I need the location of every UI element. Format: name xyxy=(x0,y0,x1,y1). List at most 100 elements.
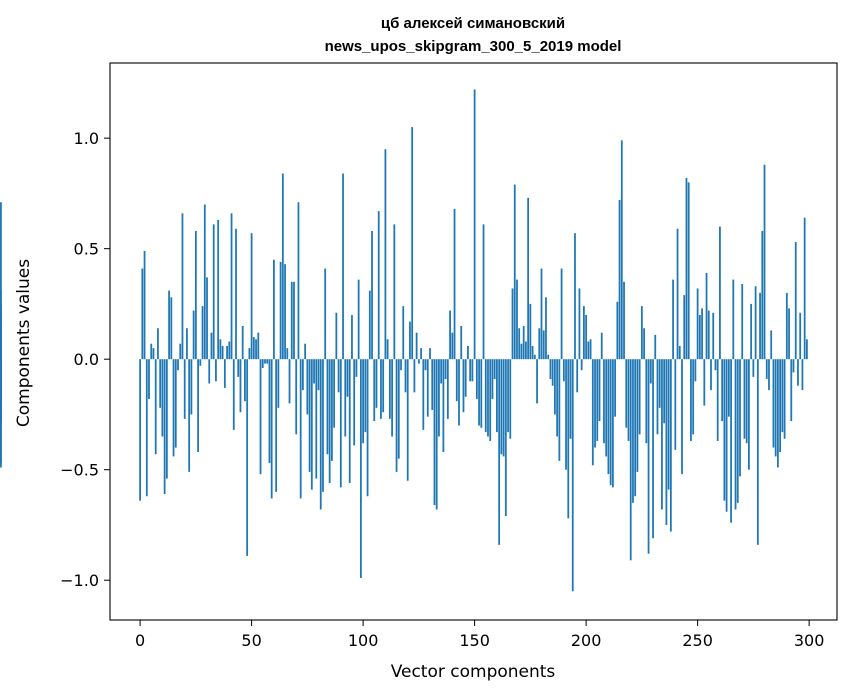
bar xyxy=(794,242,797,360)
bar xyxy=(203,204,206,360)
y-tick-label: −1.0 xyxy=(60,571,99,590)
bar xyxy=(616,301,619,360)
bar xyxy=(634,359,637,497)
bar xyxy=(663,359,666,424)
bar xyxy=(295,359,298,435)
bar xyxy=(444,359,447,380)
bar xyxy=(487,359,489,437)
bar xyxy=(366,359,369,497)
bar xyxy=(705,272,708,360)
bar xyxy=(654,334,657,360)
bar xyxy=(712,312,715,360)
bar xyxy=(783,359,786,439)
bar xyxy=(190,359,193,415)
bar xyxy=(337,359,340,393)
bar xyxy=(279,261,282,360)
bar xyxy=(221,345,224,360)
bar xyxy=(388,359,391,419)
y-axis-ticks: −1.0 −0.5 0.0 0.5 1.0 xyxy=(60,129,110,590)
bar xyxy=(255,339,257,360)
bar xyxy=(522,326,525,360)
bar xyxy=(676,228,679,360)
bar xyxy=(440,359,443,384)
bar xyxy=(206,277,208,360)
bar xyxy=(554,359,556,415)
bar xyxy=(299,359,302,499)
bar xyxy=(152,348,155,360)
bar xyxy=(375,359,378,408)
bar xyxy=(150,343,153,360)
bar xyxy=(357,279,360,360)
bar xyxy=(806,339,808,360)
bar xyxy=(696,288,699,360)
bar xyxy=(471,359,474,382)
bar xyxy=(310,359,313,490)
bar xyxy=(226,345,228,360)
bar xyxy=(589,339,592,360)
bar xyxy=(502,359,505,457)
bar xyxy=(143,250,146,360)
bar xyxy=(467,345,469,360)
bar xyxy=(165,359,168,479)
bar xyxy=(647,359,650,554)
bar xyxy=(632,359,634,503)
bar xyxy=(315,359,318,479)
bar xyxy=(424,359,427,371)
bar xyxy=(518,328,521,360)
bar xyxy=(754,286,757,360)
bar xyxy=(683,295,686,360)
bar xyxy=(618,200,621,360)
x-tick-label: 0 xyxy=(135,631,145,650)
bar xyxy=(328,359,331,483)
bar xyxy=(687,182,690,360)
bar xyxy=(368,290,371,360)
x-tick-label: 200 xyxy=(571,631,602,650)
bar xyxy=(761,230,764,360)
bar xyxy=(339,359,342,488)
bar xyxy=(244,359,246,402)
bar xyxy=(770,330,773,360)
bar xyxy=(750,303,753,360)
bar xyxy=(237,359,240,377)
bar xyxy=(212,224,215,360)
bar xyxy=(326,359,329,455)
bar xyxy=(246,359,249,556)
bar xyxy=(756,359,759,545)
bar xyxy=(464,359,467,397)
bar xyxy=(183,359,186,419)
bar xyxy=(723,359,726,501)
bar xyxy=(386,339,389,360)
bar xyxy=(785,292,788,360)
bar xyxy=(667,359,670,490)
bar xyxy=(322,359,324,492)
bar xyxy=(344,359,347,437)
bar xyxy=(583,306,585,360)
bar xyxy=(752,359,755,377)
bar xyxy=(174,359,177,448)
bar xyxy=(540,268,543,360)
bar xyxy=(268,359,271,464)
bar xyxy=(177,359,179,371)
bar xyxy=(406,359,409,481)
bar xyxy=(571,359,574,592)
bar xyxy=(335,312,338,360)
bar xyxy=(404,359,407,393)
bar xyxy=(694,359,697,382)
bar xyxy=(261,359,264,369)
bar xyxy=(594,359,596,448)
bar xyxy=(674,359,677,450)
bar xyxy=(157,328,159,360)
bar xyxy=(302,359,304,391)
bar xyxy=(208,359,211,384)
bar xyxy=(569,359,572,439)
bar xyxy=(558,359,561,461)
bar xyxy=(355,359,358,377)
bar xyxy=(181,213,184,360)
bar xyxy=(698,314,701,360)
bar xyxy=(672,279,674,360)
x-tick-label: 300 xyxy=(794,631,825,650)
bar xyxy=(551,359,554,386)
bar xyxy=(560,268,563,360)
bar xyxy=(803,217,806,360)
bar xyxy=(480,359,483,428)
